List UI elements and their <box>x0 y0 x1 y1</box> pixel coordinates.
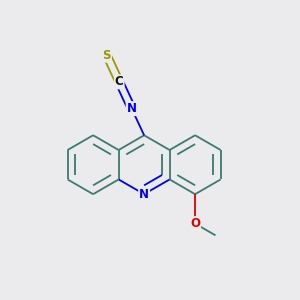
Text: O: O <box>190 217 200 230</box>
Text: S: S <box>103 49 111 62</box>
Text: C: C <box>115 75 124 88</box>
Text: N: N <box>139 188 149 201</box>
Text: N: N <box>127 102 137 115</box>
